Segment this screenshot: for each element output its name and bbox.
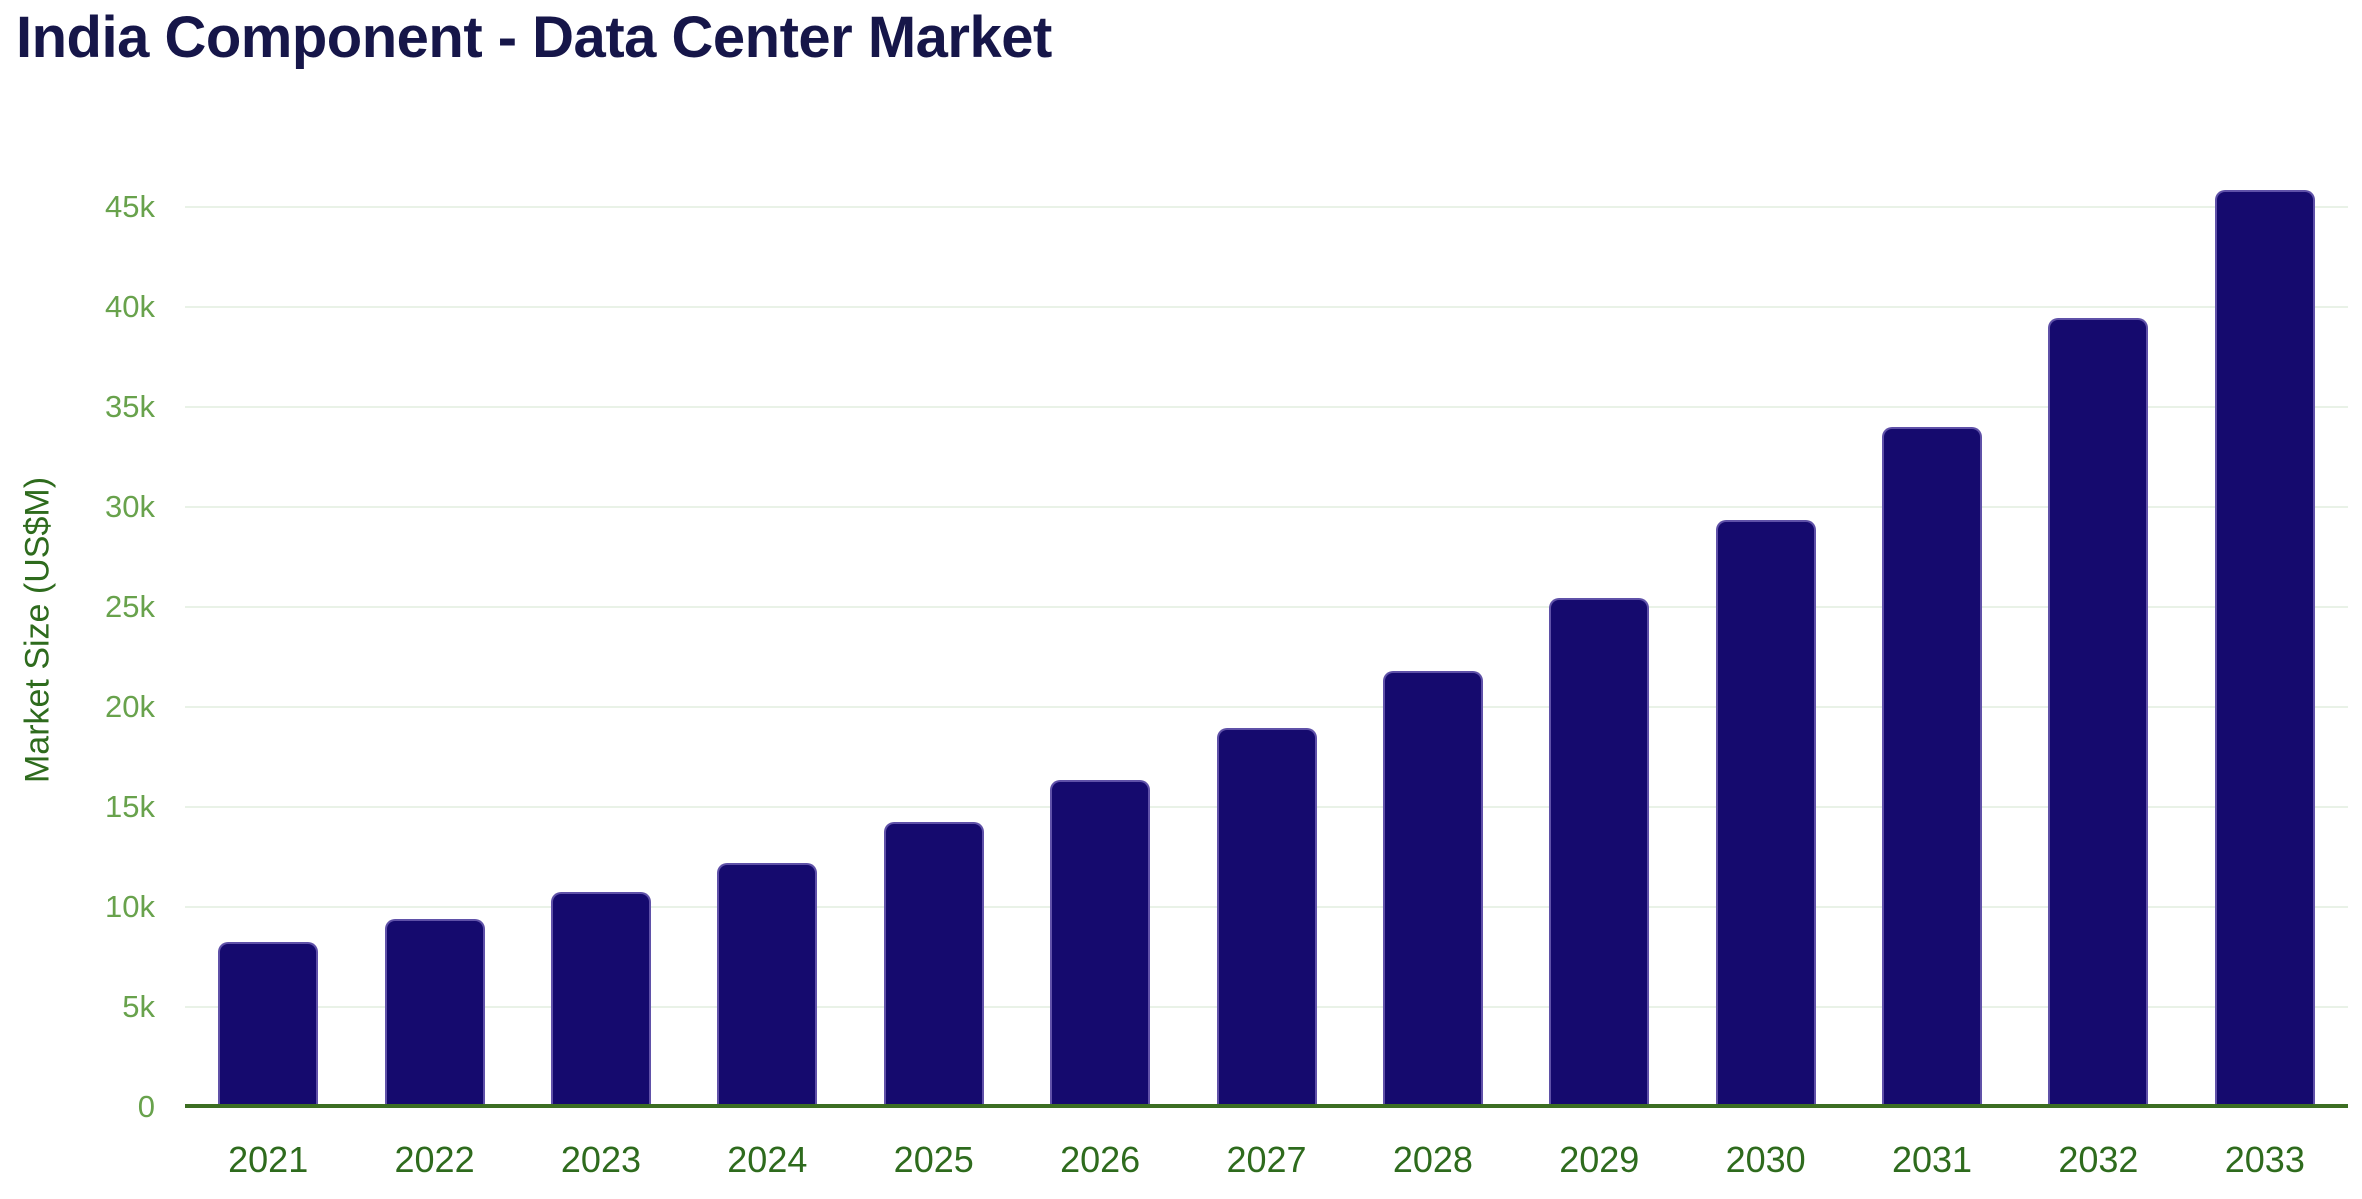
- gridline-20k: [185, 706, 2348, 708]
- x-tick-label-2029: 2029: [1559, 1139, 1640, 1180]
- x-tick-label-2033: 2033: [2224, 1139, 2305, 1180]
- x-axis-line: [185, 1104, 2348, 1108]
- y-tick-label-45k: 45k: [105, 189, 155, 224]
- gridline-35k: [185, 406, 2348, 408]
- y-tick-label-30k: 30k: [105, 489, 155, 524]
- x-tick-label-2022: 2022: [394, 1139, 475, 1180]
- x-tick-label-2028: 2028: [1392, 1139, 1473, 1180]
- bar-2021: [218, 942, 319, 1107]
- x-tick-label-2030: 2030: [1725, 1139, 1806, 1180]
- y-tick-label-20k: 20k: [105, 689, 155, 724]
- gridline-45k: [185, 206, 2348, 208]
- y-tick-label-15k: 15k: [105, 789, 155, 824]
- y-tick-label-5k: 5k: [122, 989, 155, 1024]
- x-tick-label-2032: 2032: [2058, 1139, 2139, 1180]
- x-tick-label-2027: 2027: [1226, 1139, 1307, 1180]
- y-tick-label-40k: 40k: [105, 289, 155, 324]
- x-tick-label-2031: 2031: [1891, 1139, 1973, 1180]
- bar-2025: [883, 822, 984, 1107]
- gridline-25k: [185, 606, 2348, 608]
- y-tick-label-35k: 35k: [105, 389, 155, 424]
- bar-2029: [1549, 598, 1650, 1107]
- bar-2027: [1216, 728, 1317, 1107]
- y-tick-label-10k: 10k: [105, 889, 155, 924]
- bar-2030: [1715, 520, 1816, 1107]
- bar-2024: [717, 863, 818, 1107]
- gridline-40k: [185, 306, 2348, 308]
- bar-2031: [1882, 427, 1983, 1107]
- x-tick-label-2023: 2023: [560, 1139, 641, 1180]
- x-tick-label-2025: 2025: [893, 1139, 974, 1180]
- x-tick-label-2024: 2024: [727, 1139, 808, 1180]
- bar-2033: [2214, 190, 2315, 1107]
- y-tick-label-0: 0: [137, 1089, 155, 1124]
- gridline-30k: [185, 506, 2348, 508]
- bar-2023: [550, 892, 651, 1107]
- bar-2026: [1050, 780, 1151, 1107]
- x-tick-label-2026: 2026: [1060, 1139, 1141, 1180]
- x-tick-label-2021: 2021: [228, 1139, 309, 1180]
- chart-title: India Component - Data Center Market: [16, 5, 1052, 70]
- y-tick-label-25k: 25k: [105, 589, 155, 624]
- bar-2022: [384, 919, 485, 1107]
- bar-2032: [2048, 318, 2149, 1107]
- bar-2028: [1382, 671, 1483, 1107]
